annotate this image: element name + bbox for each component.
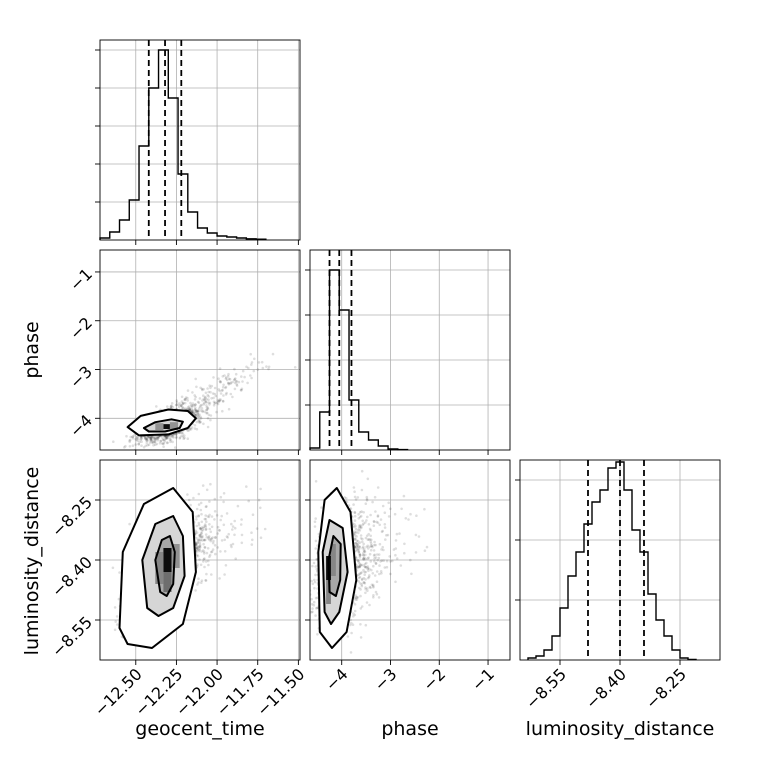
x-tick-label: −8.40 [582,665,630,713]
contour-line [317,487,358,649]
panel-frame [309,249,511,451]
contour-line [142,418,184,433]
density-cell [169,422,179,430]
histogram-step [99,49,267,240]
joint-phase-vs-luminosity-distance [305,459,511,665]
histogram-geocent-time [95,39,301,245]
y-tick-label: −8.55 [48,613,96,661]
y-tick-label: −8.40 [48,553,96,601]
contour-line [118,487,197,649]
x-tick-label: −8.55 [522,665,570,713]
histogram-luminosity-distance [515,459,721,665]
panel-frame [99,39,301,241]
x-tick-label: −2 [419,665,449,695]
density-cell [163,424,170,430]
x-axis-label-phase: phase [381,718,438,740]
contour-line [321,519,349,625]
x-axis-label-geocent-time: geocent_time [135,718,264,740]
y-tick-label: −4 [66,411,96,441]
density-cell [163,572,172,592]
density-cell [330,544,336,576]
y-tick-label: −2 [66,313,96,343]
histogram-step [527,461,697,661]
y-axis-label-luminosity-distance: luminosity_distance [21,467,43,656]
density-cell [171,544,180,568]
contour-line [126,408,197,437]
y-axis-label-phase: phase [21,321,43,378]
x-tick-label: −8.25 [642,665,690,713]
x-tick-label: −4 [322,665,352,695]
density-cell [163,548,172,572]
x-tick-label: −1 [468,665,498,695]
x-tick-label: −3 [370,665,400,695]
panel-frame [99,249,301,451]
contour-line [327,535,342,597]
contour-line [141,515,186,617]
y-tick-label: −3 [66,362,96,392]
density-cell [155,552,164,584]
density-cell [155,423,164,430]
histogram-phase [305,249,511,455]
y-tick-label: −8.25 [48,493,96,541]
x-axis-label-luminosity-distance: luminosity_distance [526,718,715,740]
y-tick-label: −1 [66,265,96,295]
joint-geocent-time-vs-luminosity-distance [95,459,301,665]
contour-line [154,535,176,597]
histogram-step [309,269,409,451]
joint-geocent-time-vs-phase [95,249,301,455]
